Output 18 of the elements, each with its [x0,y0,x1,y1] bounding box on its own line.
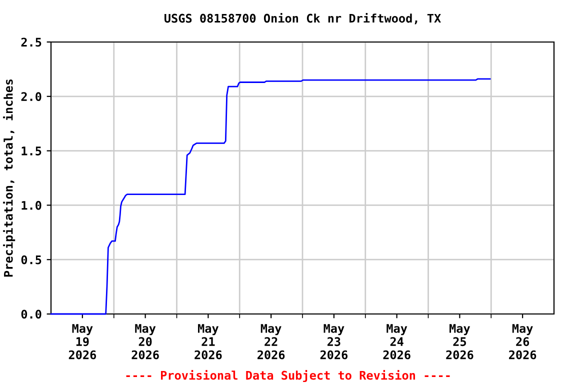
x-tick-label: May 24 2026 [383,324,410,360]
y-tick-label: 2.5 [21,38,42,47]
y-tick-label: 2.0 [21,92,42,102]
x-tick-label: May 23 2026 [320,324,348,360]
line-series [50,78,491,315]
x-tick-label: May 21 2026 [194,324,222,360]
x-tick-label: May 22 2026 [258,324,285,360]
y-tick-label: 1.0 [22,200,42,210]
y-tick-label: 1.5 [22,146,42,156]
y-tick-label: 0.5 [21,255,42,264]
text: ---- Provisional Data Subject to Revision ---- [126,370,450,382]
x-tick-label: May 20 2026 [132,324,159,360]
y-tick-label: 0.0 [21,310,42,319]
y-axis-title: Precipitation, total, inches [3,79,16,277]
x-tick-label: May 26 2026 [509,324,536,360]
x-tick-label: May 19 2026 [68,324,96,360]
x-tick-label: May 25 2026 [446,324,474,360]
chart-title: USGS 08158700 Onion Ck nr Driftwood, TX [164,12,441,24]
